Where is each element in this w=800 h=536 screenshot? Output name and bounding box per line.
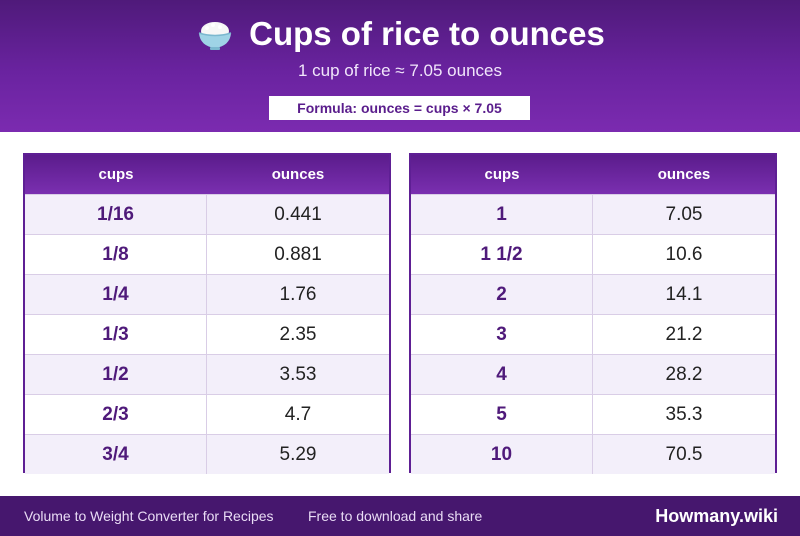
ounces-cell: 2.35 <box>279 324 317 345</box>
table-row: 1 1/2 10.6 <box>411 234 775 274</box>
ounces-cell: 35.3 <box>665 404 703 425</box>
ounces-cell: 0.881 <box>274 244 322 265</box>
table-row: 1 7.05 <box>411 194 775 234</box>
table-row: 5 35.3 <box>411 394 775 434</box>
table-row: 1/4 1.76 <box>25 274 389 314</box>
table-row: 3/4 5.29 <box>25 434 389 474</box>
conversion-table-left: cups ounces 1/16 0.441 1/8 0.881 1/4 1.7… <box>23 153 391 474</box>
ounces-cell: 1.76 <box>279 284 317 305</box>
formula-badge: Formula: ounces = cups × 7.05 <box>269 96 530 120</box>
ounces-cell: 70.5 <box>665 444 703 465</box>
cups-cell: 1/2 <box>25 355 207 394</box>
title-text: Cups of rice to ounces <box>249 15 605 52</box>
cups-cell: 10 <box>411 435 593 474</box>
rice-bowl-icon <box>198 22 232 50</box>
cups-cell: 1 <box>411 195 593 234</box>
table-row: 10 70.5 <box>411 434 775 474</box>
table-body: 1/16 0.441 1/8 0.881 1/4 1.76 1/3 2.35 1… <box>25 194 389 474</box>
ounces-cell: 4.7 <box>284 404 312 425</box>
ounces-cell: 7.05 <box>665 204 703 225</box>
table-row: 2/3 4.7 <box>25 394 389 434</box>
conversion-table-right: cups ounces 1 7.05 1 1/2 10.6 2 14.1 3 2… <box>409 153 777 474</box>
table-row: 4 28.2 <box>411 354 775 394</box>
cups-cell: 1/4 <box>25 275 207 314</box>
ounces-cell: 5.29 <box>279 444 317 465</box>
cups-cell: 1/16 <box>25 195 207 234</box>
ounces-cell: 3.53 <box>279 364 317 385</box>
footer-mid-text: Free to download and share <box>308 508 483 524</box>
header-banner: Cups of rice to ounces 1 cup of rice ≈ 7… <box>0 0 800 132</box>
table-row: 1/2 3.53 <box>25 354 389 394</box>
table-row: 1/3 2.35 <box>25 314 389 354</box>
page-title: Cups of rice to ounces <box>0 12 800 56</box>
ounces-cell: 21.2 <box>665 324 703 345</box>
table-header: cups ounces <box>411 155 775 194</box>
column-header-cups: cups <box>98 166 134 183</box>
ounces-cell: 0.441 <box>274 204 322 225</box>
ounces-cell: 10.6 <box>665 244 703 265</box>
table-row: 1/16 0.441 <box>25 194 389 234</box>
footer-bar: Volume to Weight Converter for Recipes F… <box>0 496 800 536</box>
subtitle: 1 cup of rice ≈ 7.05 ounces <box>297 61 502 80</box>
cups-cell: 1/8 <box>25 235 207 274</box>
column-header-cups: cups <box>484 166 520 183</box>
cups-cell: 3 <box>411 315 593 354</box>
cups-cell: 2 <box>411 275 593 314</box>
cups-cell: 5 <box>411 395 593 434</box>
cups-cell: 2/3 <box>25 395 207 434</box>
cups-cell: 3/4 <box>25 435 207 474</box>
table-header: cups ounces <box>25 155 389 194</box>
table-row: 2 14.1 <box>411 274 775 314</box>
ounces-cell: 14.1 <box>665 284 703 305</box>
ounces-cell: 28.2 <box>665 364 703 385</box>
cups-cell: 1 1/2 <box>411 235 593 274</box>
cups-cell: 1/3 <box>25 315 207 354</box>
cups-cell: 4 <box>411 355 593 394</box>
table-body: 1 7.05 1 1/2 10.6 2 14.1 3 21.2 4 28.2 5… <box>411 194 775 474</box>
column-header-ounces: ounces <box>271 166 325 183</box>
table-row: 3 21.2 <box>411 314 775 354</box>
brand-link[interactable]: Howmany.wiki <box>655 506 778 526</box>
table-row: 1/8 0.881 <box>25 234 389 274</box>
footer-left-text: Volume to Weight Converter for Recipes <box>24 508 274 524</box>
column-header-ounces: ounces <box>657 166 711 183</box>
